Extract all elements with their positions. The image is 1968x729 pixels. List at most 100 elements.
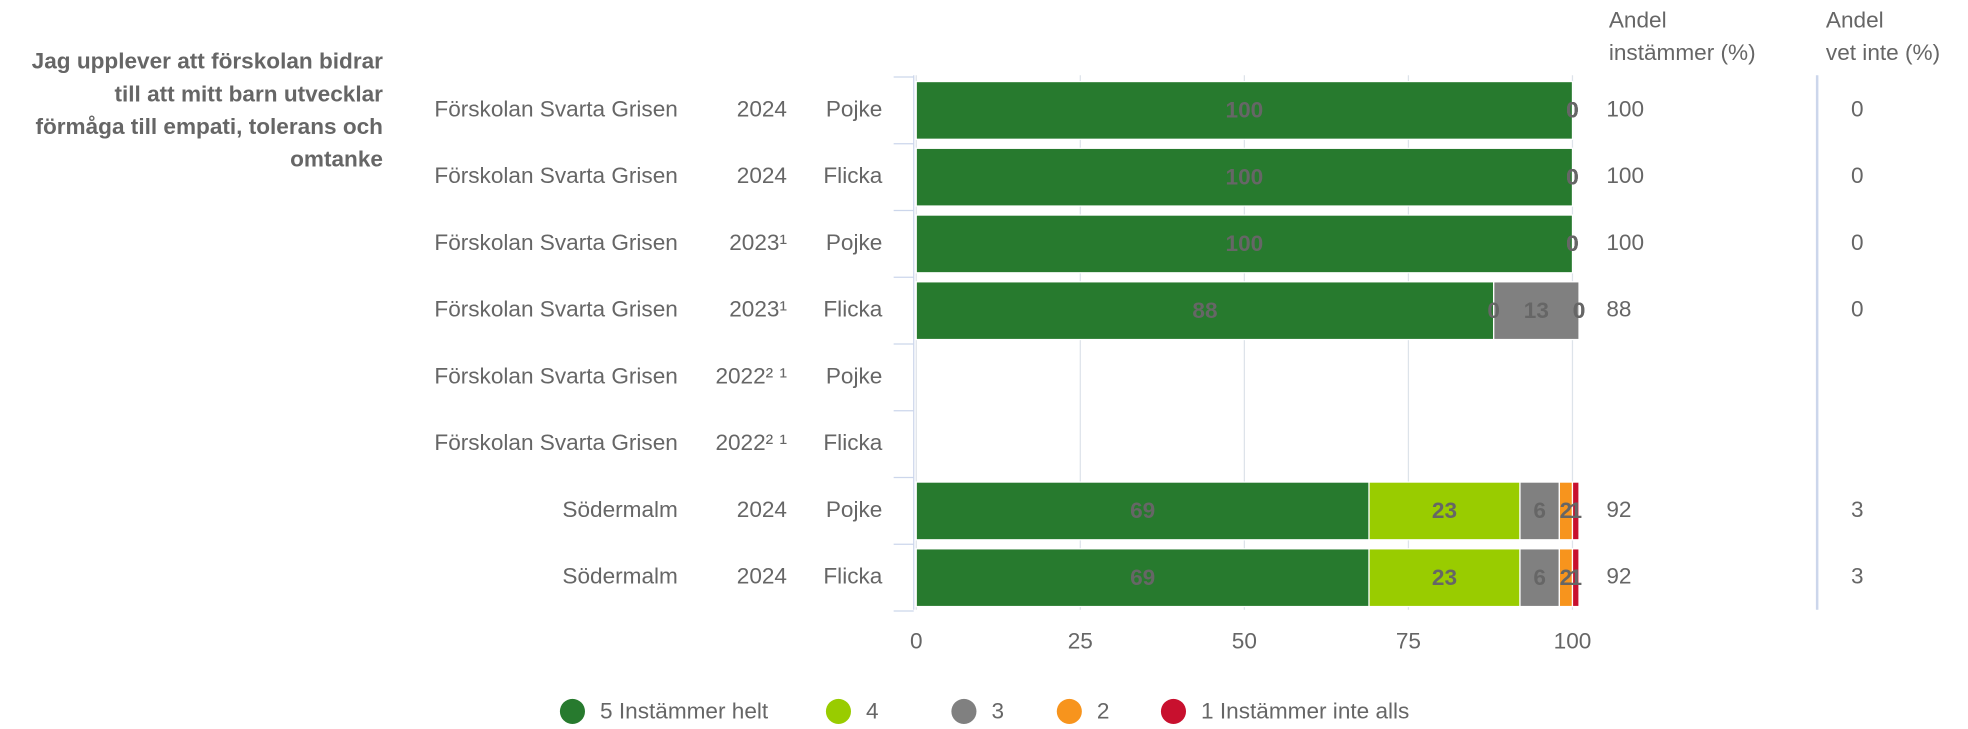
column-value: 0 [1851, 230, 1864, 255]
data-label: 0 [1566, 231, 1579, 256]
unit-label: Förskolan Svarta Grisen [434, 163, 677, 188]
legend-label: 4 [866, 699, 879, 724]
gender-label: Pojke [826, 96, 882, 121]
year-label: 2024 [737, 163, 787, 188]
column-header: vet inte (%) [1826, 40, 1940, 65]
bar-segment [915, 281, 1495, 341]
year-label: 2022² ¹ [715, 363, 787, 388]
gender-label: Pojke [826, 363, 882, 388]
bar-segment [1519, 481, 1560, 541]
data-label: 100 [1226, 231, 1264, 256]
unit-label: Förskolan Svarta Grisen [434, 363, 677, 388]
data-label: 6 [1533, 565, 1546, 590]
data-label: 23 [1432, 565, 1457, 590]
bar-segment [915, 80, 1574, 140]
data-label: 0 [1566, 231, 1579, 256]
column-value: 100 [1606, 230, 1644, 255]
gender-label: Pojke [826, 230, 882, 255]
question: Jag upplever att förskolan bidrar [32, 49, 384, 74]
data-label: 0 [1566, 98, 1579, 123]
data-label: 0 [1566, 98, 1579, 123]
data-label: 0 [1566, 164, 1579, 189]
year-label: 2023¹ [729, 230, 787, 255]
data-label: 0 [1573, 298, 1586, 323]
bar-segment [915, 548, 1370, 608]
bar-segment [1368, 548, 1521, 608]
unit-label: Förskolan Svarta Grisen [434, 96, 677, 121]
column-value: 0 [1851, 297, 1864, 322]
bar-segment [915, 147, 1574, 207]
x-tick-label: 25 [1068, 628, 1093, 653]
gender-label: Flicka [823, 564, 882, 589]
data-label: 13 [1524, 298, 1549, 323]
legend-label: 1 Instämmer inte alls [1201, 699, 1409, 724]
year-label: 2023¹ [729, 297, 787, 322]
gender-label: Flicka [823, 163, 882, 188]
data-label: 0 [1566, 231, 1579, 256]
column-value: 3 [1851, 564, 1864, 589]
bar-segment [1368, 481, 1521, 541]
column-value: 3 [1851, 497, 1864, 522]
gender-label: Flicka [823, 430, 882, 455]
bar-segment [915, 214, 1574, 274]
data-label: 1 [1569, 565, 1582, 590]
bar-segment [915, 481, 1370, 541]
question: förmåga till empati, tolerans och [35, 114, 383, 139]
data-label: 69 [1130, 565, 1155, 590]
legend-marker [1056, 698, 1082, 724]
gender-label: Pojke [826, 497, 882, 522]
column-header: Andel [1826, 7, 1884, 32]
data-label: 6 [1533, 498, 1546, 523]
bar-segment [1493, 281, 1580, 341]
legend-marker [825, 698, 851, 724]
year-label: 2024 [737, 564, 787, 589]
column-header: Andel [1609, 7, 1667, 32]
data-label: 0 [1566, 98, 1579, 123]
bar-segment [1571, 481, 1580, 541]
bar-segment [1519, 548, 1560, 608]
data-label: 0 [1573, 298, 1586, 323]
column-value: 100 [1606, 163, 1644, 188]
legend-marker [951, 698, 977, 724]
legend-label: 2 [1097, 699, 1110, 724]
x-tick-label: 0 [910, 628, 923, 653]
unit-label: Södermalm [562, 564, 677, 589]
unit-label: Södermalm [562, 497, 677, 522]
unit-label: Förskolan Svarta Grisen [434, 430, 677, 455]
year-label: 2024 [737, 497, 787, 522]
data-label: 88 [1192, 298, 1217, 323]
legend-label: 3 [992, 699, 1005, 724]
legend-marker [559, 698, 585, 724]
year-label: 2022² ¹ [715, 430, 787, 455]
column-value: 92 [1606, 497, 1631, 522]
data-label: 2 [1560, 498, 1573, 523]
data-label: 23 [1432, 498, 1457, 523]
legend-marker [1160, 698, 1187, 724]
gender-label: Flicka [823, 297, 882, 322]
column-value: 0 [1851, 96, 1864, 121]
data-label: 100 [1226, 164, 1264, 189]
data-label: 0 [1566, 98, 1579, 123]
year-label: 2024 [737, 96, 787, 121]
legend-label: 5 Instämmer helt [600, 699, 769, 724]
bar-segment [1571, 548, 1580, 608]
data-label: 69 [1130, 498, 1155, 523]
data-label: 1 [1569, 498, 1582, 523]
question: omtanke [290, 147, 383, 172]
data-label: 0 [1487, 298, 1500, 323]
data-label: 0 [1566, 164, 1579, 189]
column-header: instämmer (%) [1609, 40, 1756, 65]
data-label: 2 [1560, 565, 1573, 590]
data-label: 0 [1566, 164, 1579, 189]
unit-label: Förskolan Svarta Grisen [434, 230, 677, 255]
x-tick-label: 100 [1554, 628, 1592, 653]
column-value: 100 [1606, 96, 1644, 121]
x-tick-label: 50 [1232, 628, 1257, 653]
x-tick-label: 75 [1396, 628, 1421, 653]
data-label: 0 [1566, 164, 1579, 189]
column-value: 0 [1851, 163, 1864, 188]
column-value: 88 [1606, 297, 1631, 322]
unit-label: Förskolan Svarta Grisen [434, 297, 677, 322]
